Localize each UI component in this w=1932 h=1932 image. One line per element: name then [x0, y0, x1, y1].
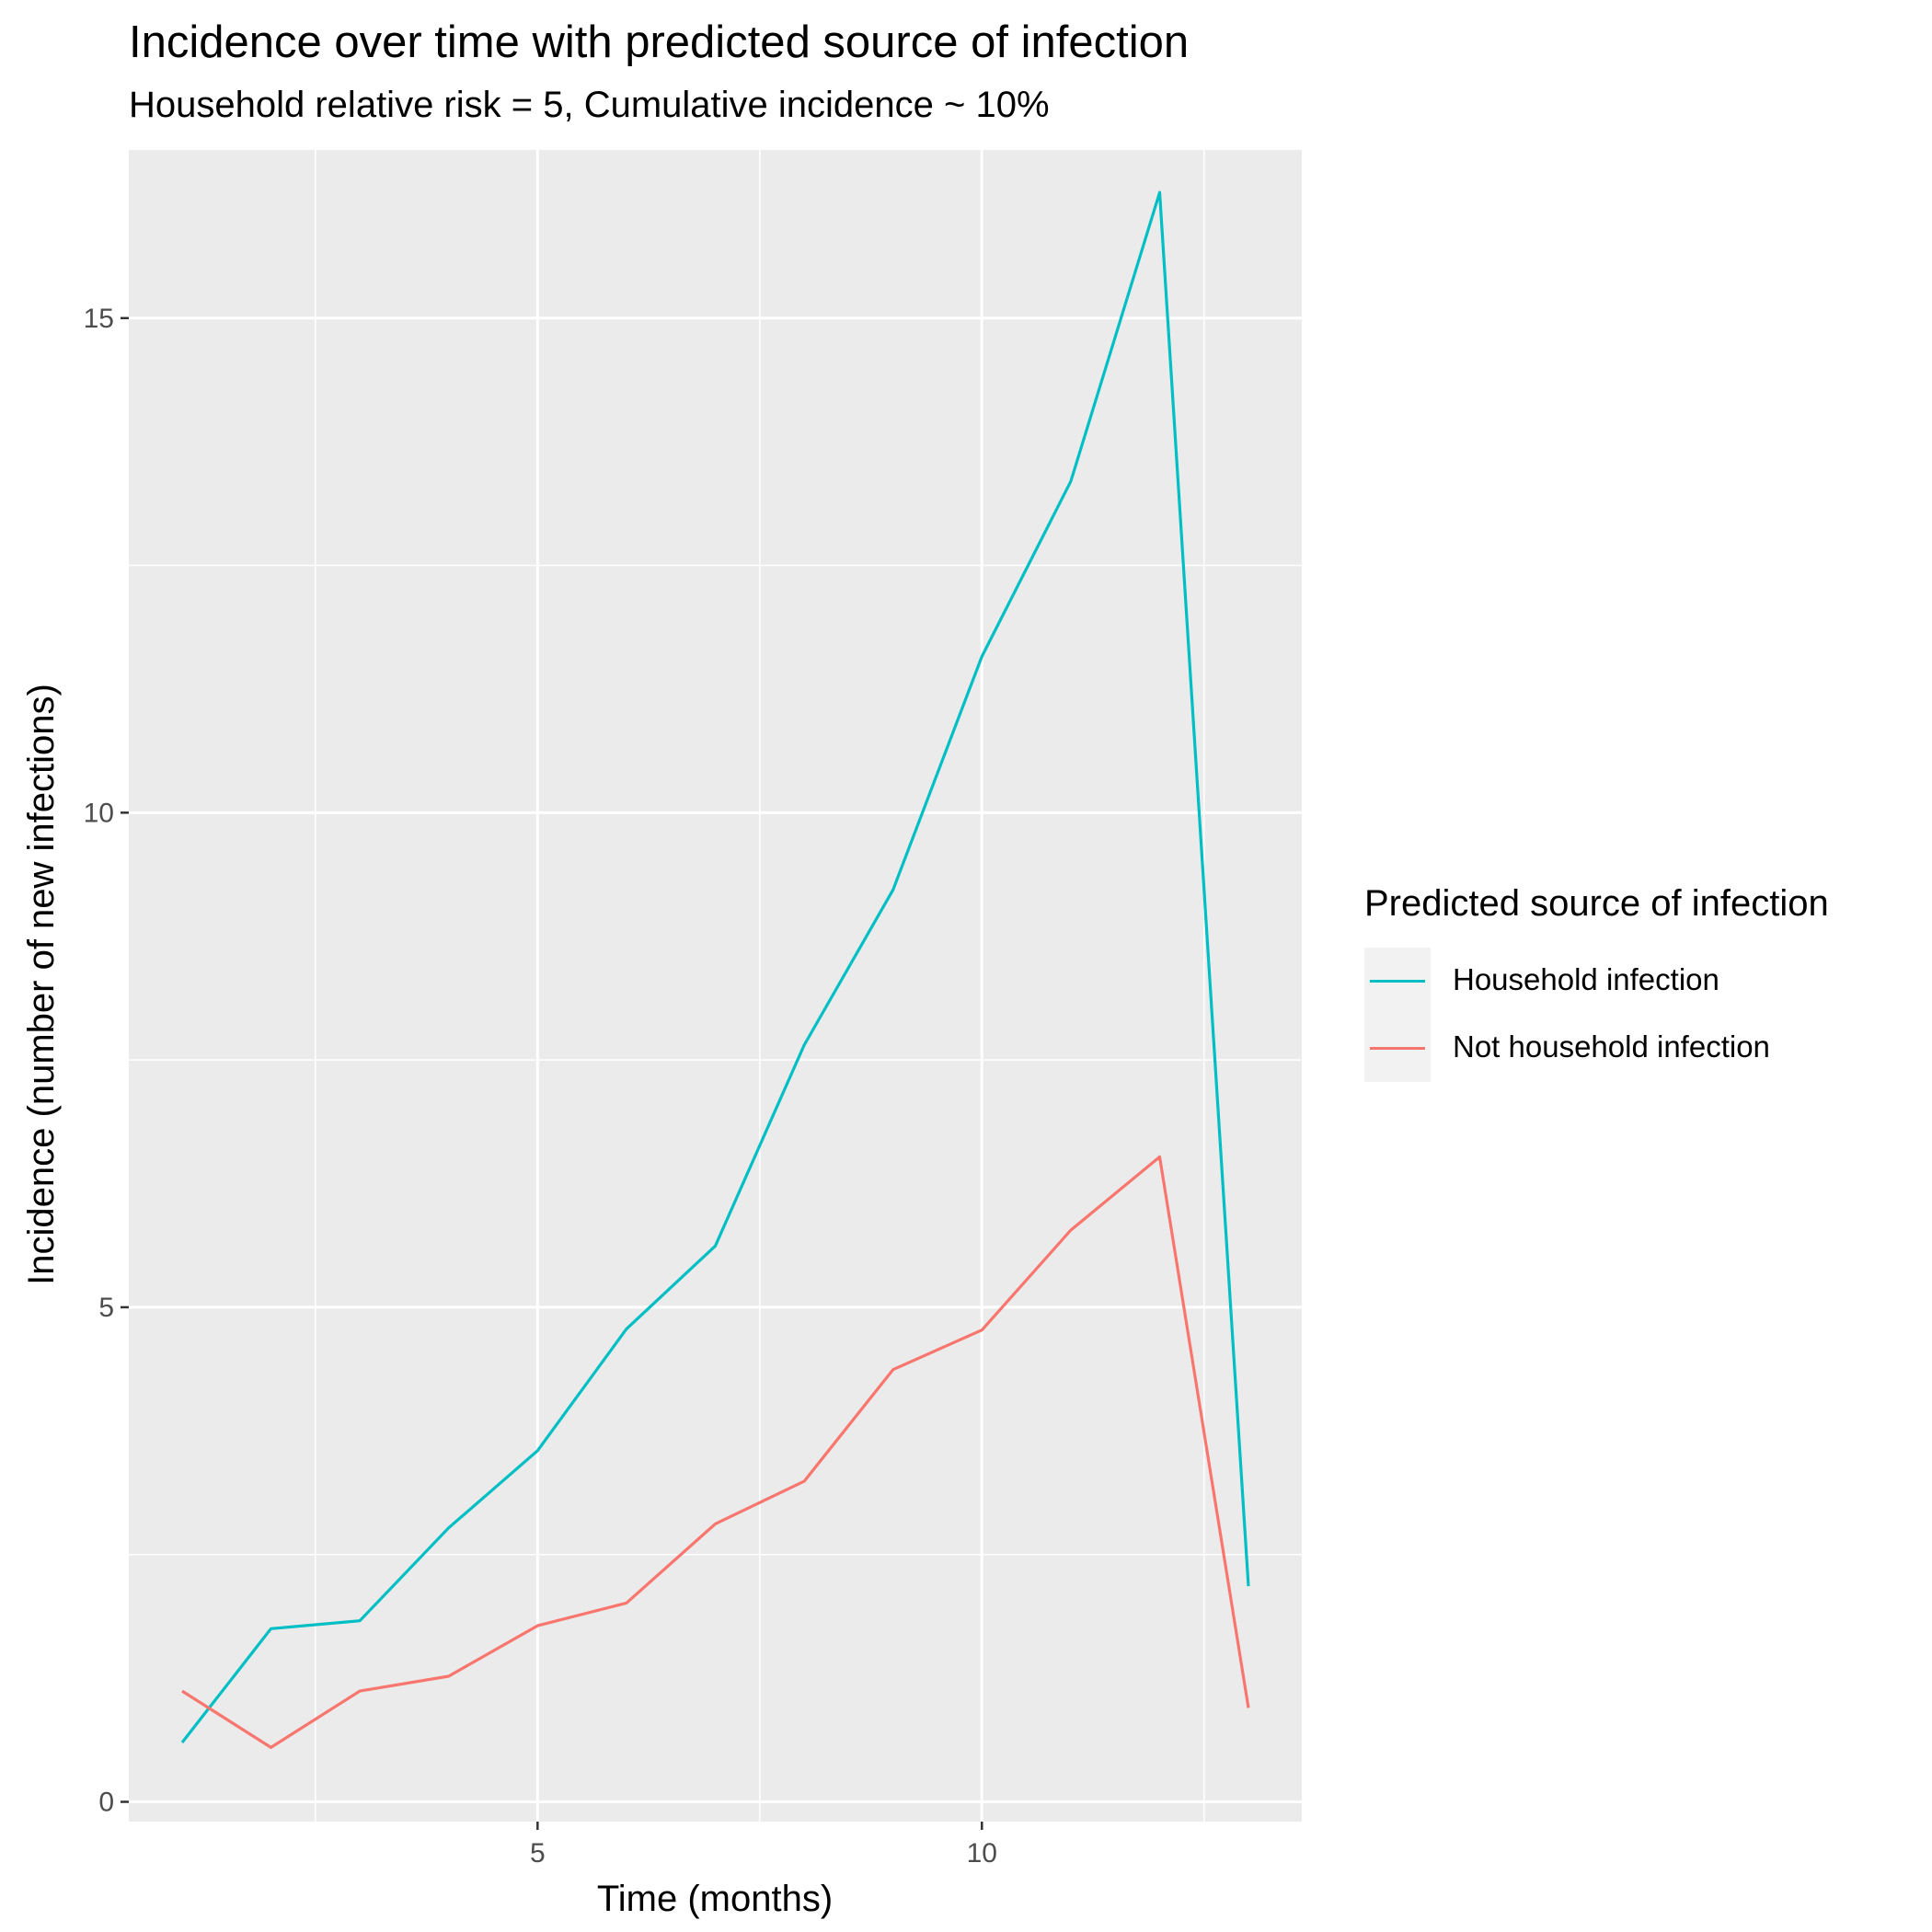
series-line-household [180, 190, 1250, 1743]
y-tick-label: 15 [84, 304, 114, 334]
legend-line-household [1370, 980, 1425, 983]
axes: 5 10 0 5 10 15 [84, 304, 997, 1869]
series-line-not-household [181, 1155, 1250, 1750]
legend-item-not-household: Not household infection [1364, 1015, 1916, 1081]
x-tick-label: 10 [967, 1838, 997, 1869]
series-lines [180, 190, 1250, 1750]
legend-title: Predicted source of infection [1364, 883, 1829, 924]
x-axis-title: Time (months) [597, 1879, 833, 1919]
y-tick-label: 10 [84, 798, 114, 828]
legend-label-not-household: Not household infection [1453, 1029, 1770, 1064]
plot-panel-background [129, 150, 1302, 1822]
y-tick-label: 0 [98, 1787, 114, 1817]
legend-key-background [1364, 948, 1431, 1082]
legend-label-household: Household infection [1453, 962, 1719, 996]
y-axis-title: Incidence (number of new infections) [21, 684, 62, 1285]
legend-line-not-household [1370, 1047, 1425, 1050]
legend: Predicted source of infection Household … [1364, 883, 1829, 1082]
x-tick-label: 5 [530, 1838, 546, 1869]
legend-item-household: Household infection [1364, 948, 1916, 1014]
chart-title: Incidence over time with predicted sourc… [129, 17, 1190, 67]
chart-subtitle: Household relative risk = 5, Cumulative … [129, 85, 1050, 125]
grid-lines [129, 150, 1302, 1822]
y-tick-label: 5 [98, 1293, 114, 1323]
